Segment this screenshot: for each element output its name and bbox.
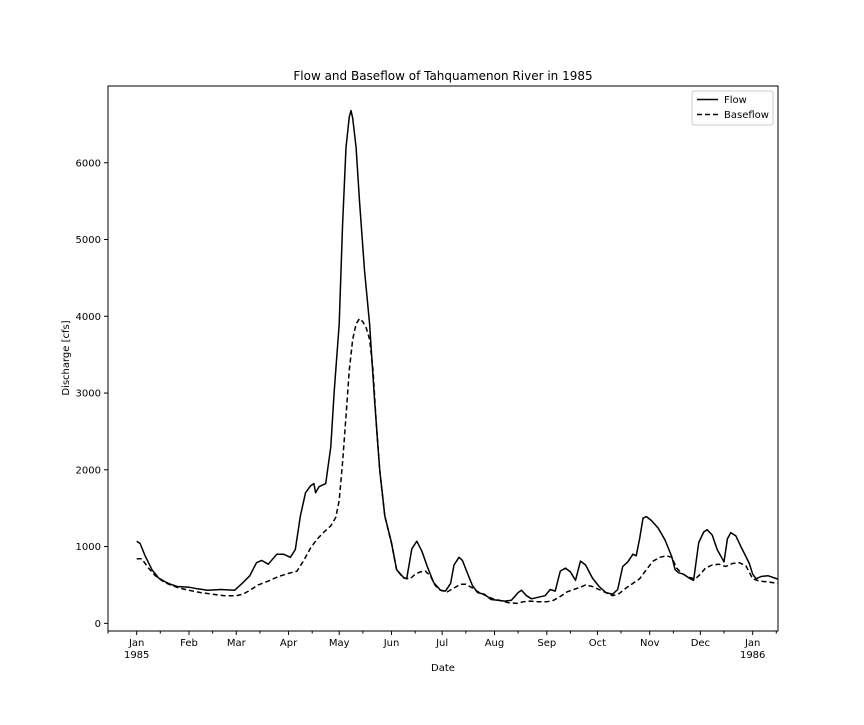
y-axis: 0 1000 2000 3000 4000 5000 6000: [76, 158, 108, 630]
x-tick-label: Feb: [180, 638, 198, 649]
plot-frame: [107, 85, 779, 632]
y-tick-label: 4000: [76, 312, 101, 323]
y-tick-label: 5000: [76, 235, 101, 246]
y-axis-label: Discharge [cfs]: [61, 320, 72, 395]
plot-area: [136, 109, 778, 605]
x-tick-label: Aug: [485, 638, 505, 649]
x-tick-label: Dec: [691, 638, 710, 649]
legend-flow-label: Flow: [724, 95, 747, 106]
y-tick-label: 6000: [76, 158, 101, 169]
series-line-baseflow: [136, 317, 778, 605]
y-tick-label: 0: [95, 619, 101, 630]
x-tick-label: Oct: [589, 638, 606, 649]
legend: Flow Baseflow: [691, 90, 774, 126]
y-tick-label: 1000: [76, 542, 101, 553]
series-line-flow: [136, 109, 778, 602]
x-tick-label: Jan: [744, 638, 760, 649]
x-tick-label: Sep: [537, 638, 556, 649]
x-tick-label: Jun: [383, 638, 400, 649]
y-tick-label: 2000: [76, 465, 101, 476]
legend-baseflow-label: Baseflow: [724, 110, 769, 121]
x-tick-year-label: 1985: [124, 650, 149, 661]
x-tick-label: Jan: [128, 638, 144, 649]
x-tick-label: Mar: [227, 638, 247, 649]
x-axis-label: Date: [431, 663, 455, 674]
chart-title: Flow and Baseflow of Tahquamenon River i…: [293, 69, 592, 83]
x-tick-label: Jul: [435, 638, 448, 649]
x-tick-year-label: 1986: [740, 650, 765, 661]
x-tick-label: Nov: [640, 638, 660, 649]
y-tick-label: 3000: [76, 389, 101, 400]
x-tick-label: May: [329, 638, 350, 649]
x-tick-label: Apr: [280, 638, 298, 649]
